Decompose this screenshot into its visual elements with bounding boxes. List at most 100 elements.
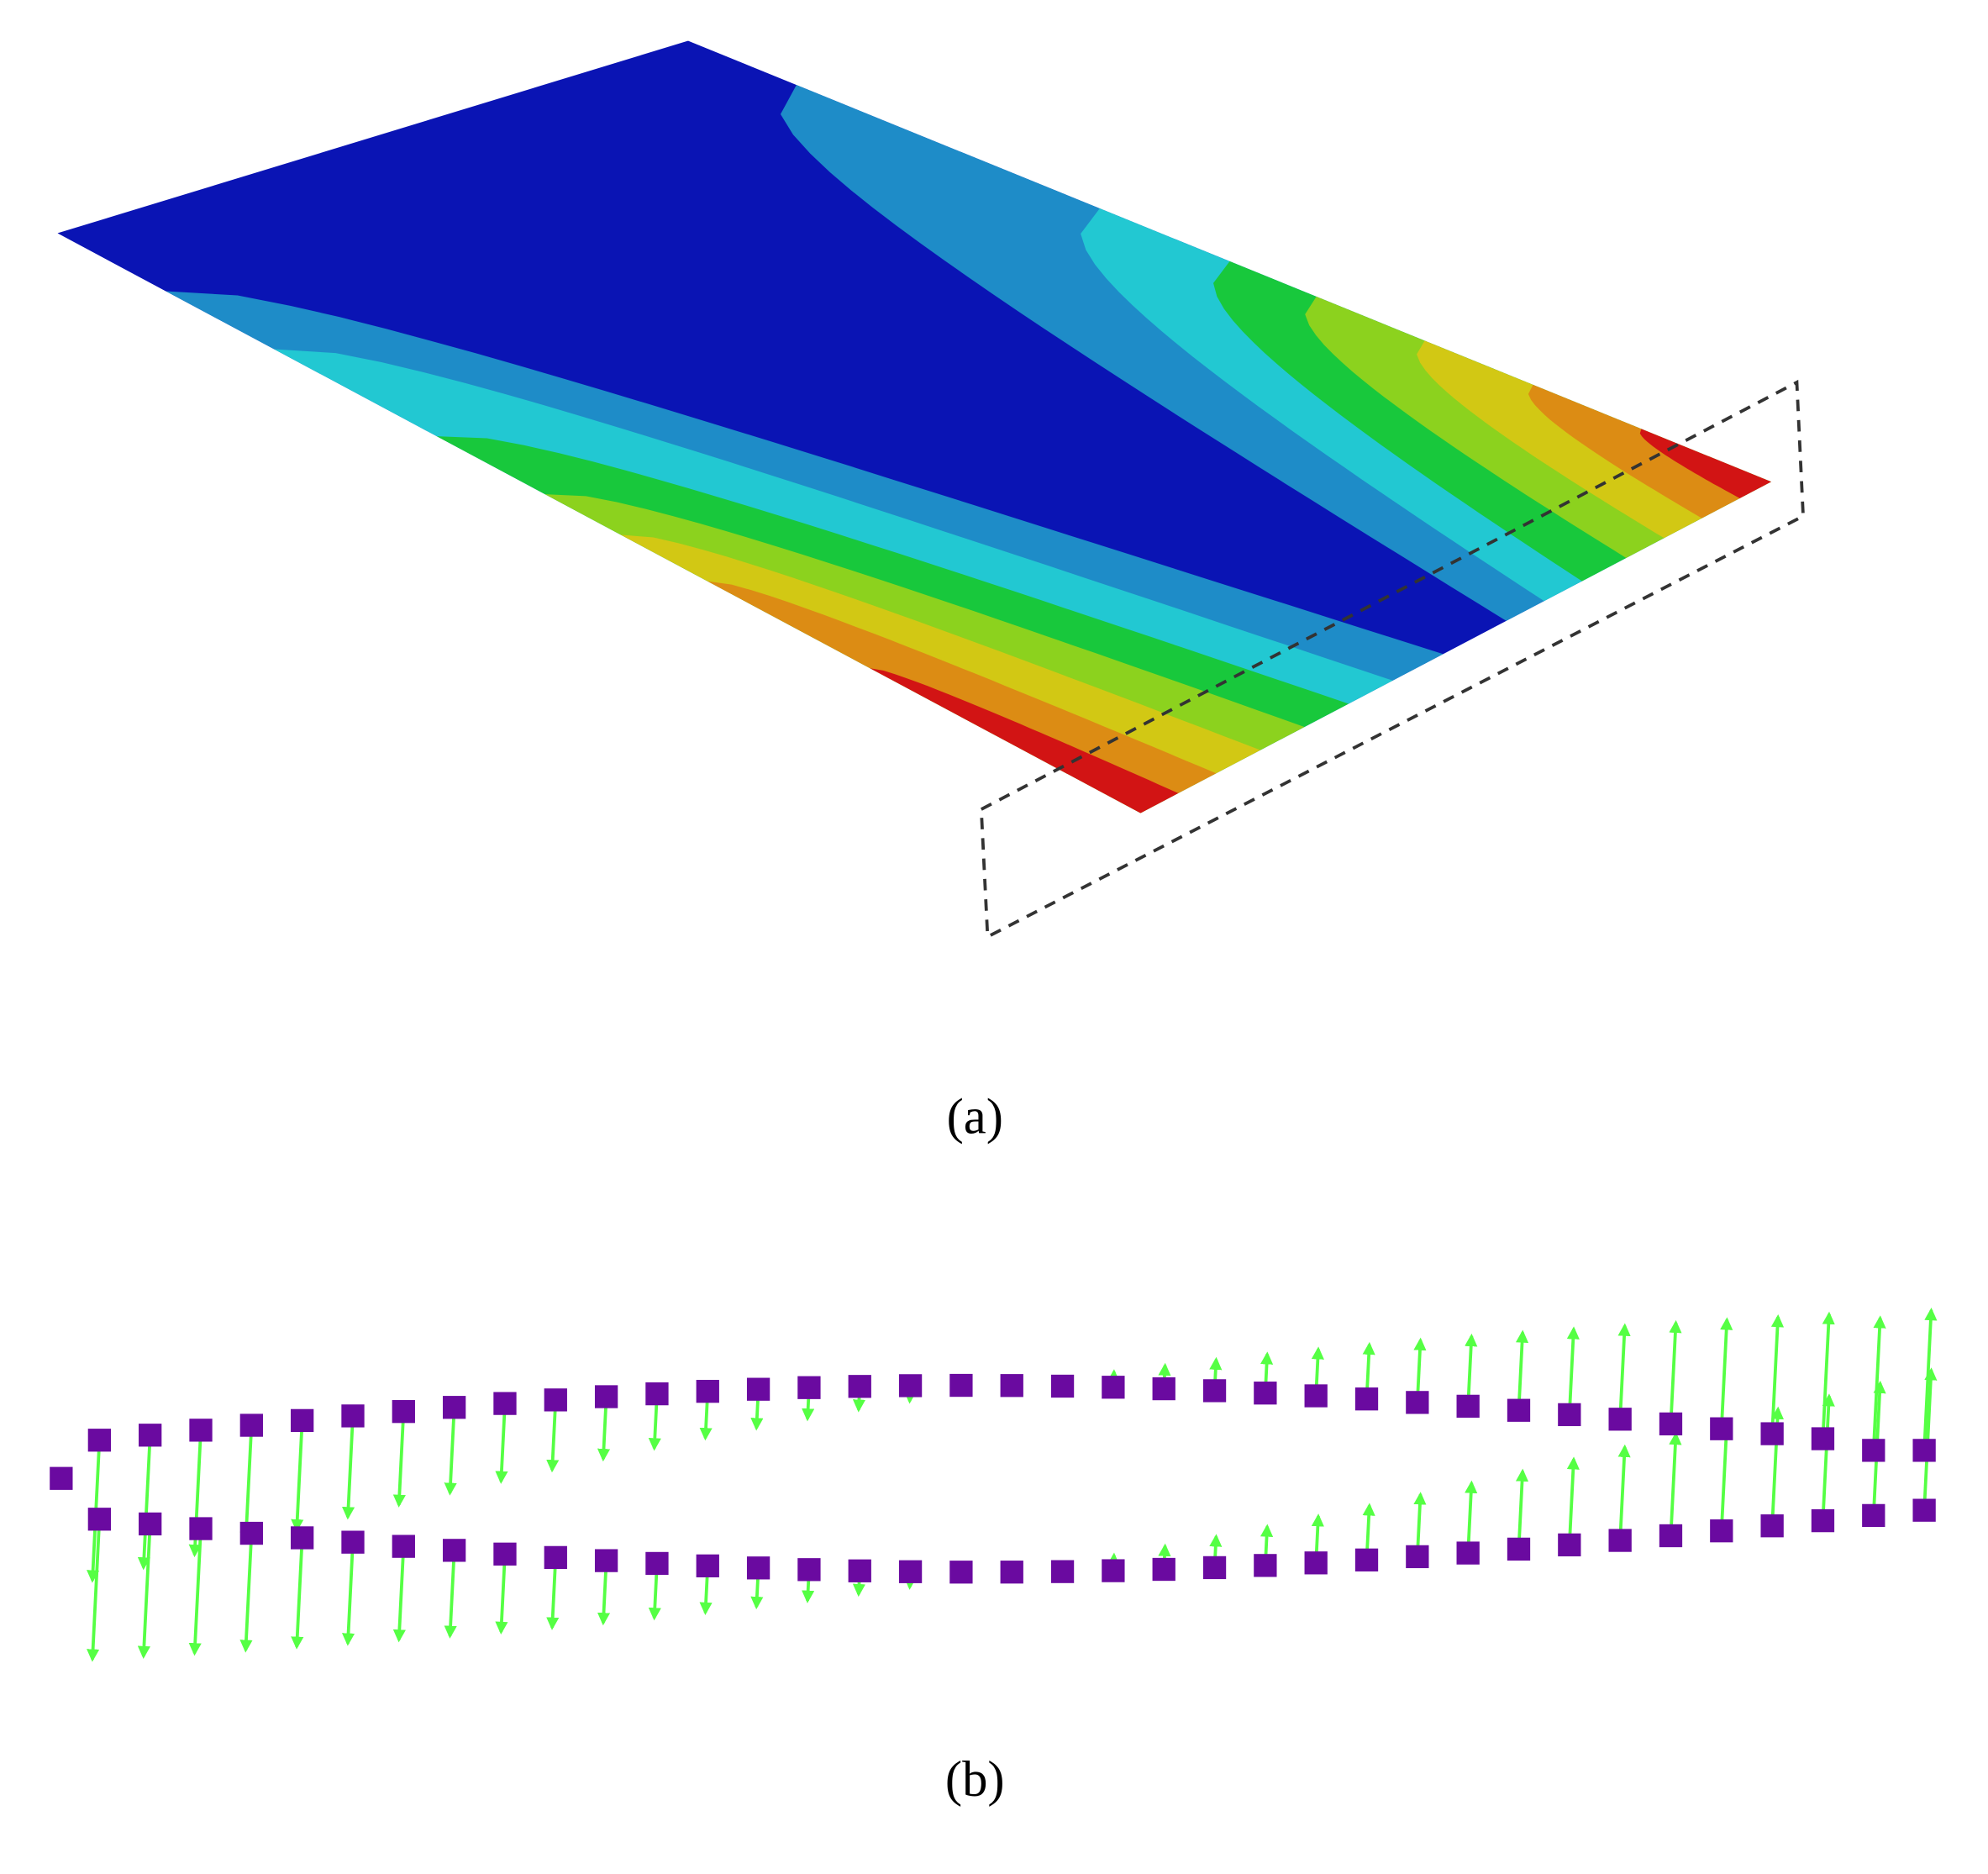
- arrow: [1465, 1333, 1478, 1407]
- arrow: [1719, 1317, 1733, 1429]
- node: [1102, 1559, 1125, 1582]
- arrow: [1617, 1323, 1631, 1419]
- panel-label: (a): [947, 1089, 1003, 1145]
- arrow: [341, 1415, 355, 1520]
- wing-contour: [57, 40, 1772, 813]
- arrow: [87, 1519, 102, 1662]
- arrow: [1669, 1431, 1682, 1536]
- node: [1710, 1417, 1733, 1440]
- node: [341, 1530, 365, 1554]
- node: [1354, 1387, 1379, 1411]
- node: [1304, 1551, 1328, 1575]
- node: [848, 1559, 871, 1582]
- vector-field: [50, 1308, 1938, 1662]
- node: [848, 1375, 871, 1398]
- arrow: [495, 1403, 508, 1484]
- node: [1862, 1439, 1885, 1462]
- node: [1456, 1541, 1480, 1565]
- arrow: [1821, 1311, 1835, 1440]
- node: [239, 1521, 263, 1545]
- arrow: [137, 1524, 152, 1660]
- arrow: [1821, 1393, 1835, 1521]
- node: [594, 1385, 618, 1408]
- node: [50, 1466, 73, 1490]
- node: [392, 1400, 415, 1424]
- arrow: [1515, 1329, 1529, 1411]
- node: [1760, 1422, 1784, 1445]
- node: [1152, 1377, 1175, 1401]
- band: [870, 668, 1179, 813]
- node: [1608, 1529, 1632, 1552]
- node: [291, 1526, 314, 1550]
- node: [1558, 1533, 1581, 1557]
- node: [746, 1377, 770, 1401]
- node: [139, 1512, 162, 1536]
- node: [1710, 1519, 1733, 1543]
- node: [1304, 1384, 1328, 1408]
- node: [949, 1373, 973, 1398]
- node: [1050, 1560, 1075, 1583]
- node: [1456, 1394, 1480, 1419]
- node: [898, 1374, 923, 1398]
- node: [1912, 1498, 1936, 1522]
- node: [1000, 1374, 1023, 1398]
- node: [1558, 1403, 1581, 1427]
- node: [949, 1561, 973, 1584]
- node: [1406, 1545, 1429, 1569]
- node: [1202, 1556, 1227, 1580]
- node: [392, 1534, 415, 1558]
- wing-bands: [57, 40, 1772, 813]
- node: [1912, 1439, 1936, 1462]
- arrow: [239, 1533, 254, 1653]
- node: [87, 1429, 112, 1452]
- node: [1102, 1376, 1125, 1399]
- node: [544, 1388, 567, 1412]
- node: [898, 1560, 923, 1583]
- node: [645, 1551, 669, 1576]
- node: [1862, 1503, 1885, 1528]
- node: [189, 1517, 213, 1540]
- node: [1608, 1408, 1632, 1431]
- node: [645, 1382, 669, 1406]
- node: [544, 1545, 567, 1570]
- node: [1659, 1524, 1683, 1548]
- arrow: [341, 1542, 355, 1646]
- node: [1050, 1374, 1075, 1398]
- node: [1152, 1557, 1175, 1582]
- node: [1811, 1508, 1835, 1533]
- node: [1659, 1412, 1683, 1436]
- arrow: [291, 1537, 304, 1650]
- section-box: [979, 379, 1805, 940]
- arrow: [1465, 1480, 1478, 1554]
- arrow: [188, 1528, 202, 1656]
- arrow: [495, 1554, 508, 1634]
- band: [1528, 384, 1772, 519]
- arrow: [1669, 1319, 1682, 1424]
- arrow: [546, 1557, 560, 1630]
- arrow: [1566, 1456, 1580, 1545]
- node: [746, 1556, 770, 1580]
- arrow: [137, 1434, 152, 1571]
- node: [696, 1379, 719, 1403]
- arrow: [444, 1407, 457, 1496]
- node: [442, 1396, 466, 1419]
- node: [291, 1408, 314, 1433]
- panel-label: (b): [945, 1751, 1005, 1808]
- node: [1811, 1427, 1835, 1450]
- arrow: [392, 1411, 406, 1508]
- node: [189, 1419, 213, 1442]
- arrow: [1617, 1444, 1631, 1541]
- node: [1254, 1554, 1277, 1577]
- node: [797, 1558, 821, 1582]
- node: [493, 1542, 517, 1566]
- node: [493, 1392, 517, 1415]
- node: [594, 1549, 618, 1572]
- arrow: [444, 1550, 457, 1639]
- node: [139, 1424, 162, 1447]
- node: [1760, 1514, 1784, 1538]
- arrow: [1566, 1326, 1580, 1415]
- arrow: [392, 1546, 406, 1643]
- node: [1254, 1382, 1277, 1405]
- arrow: [546, 1399, 560, 1473]
